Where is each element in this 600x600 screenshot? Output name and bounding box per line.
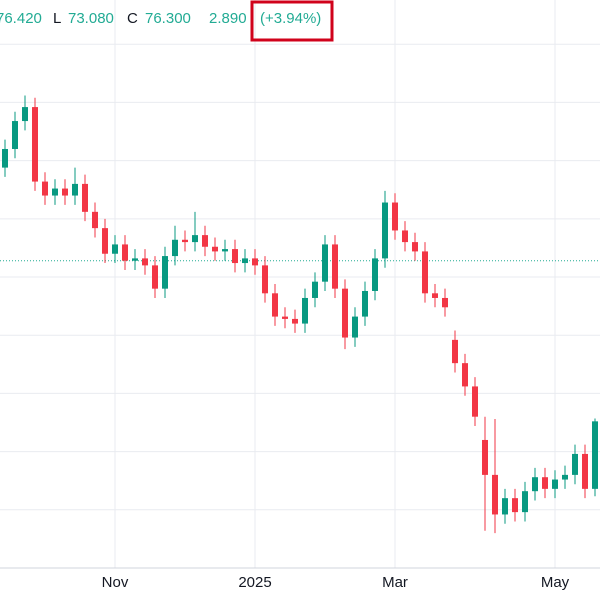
candle-body	[522, 491, 528, 513]
candle-body	[292, 318, 298, 324]
candle-body	[252, 258, 258, 266]
candle-body	[432, 293, 438, 298]
candle-body	[82, 183, 88, 212]
highlight-box	[250, 0, 334, 42]
candle-body	[62, 188, 68, 196]
candle-body	[122, 244, 128, 261]
candle-body	[22, 107, 28, 122]
candle-body	[102, 228, 108, 254]
candle-body	[562, 474, 568, 480]
candle-body	[72, 183, 78, 196]
candle-body	[312, 281, 318, 298]
candle-body	[392, 202, 398, 231]
candle-body	[92, 211, 98, 229]
x-tick-label: 2025	[238, 574, 271, 591]
candle-body	[32, 107, 38, 182]
candle-body	[592, 421, 598, 489]
x-tick-label: May	[541, 574, 570, 591]
header: 76.420 L 73.080 C 76.300 2.890 (+3.94%)	[0, 0, 334, 42]
candle-body	[112, 244, 118, 254]
candle-body	[302, 297, 308, 324]
low-label: L	[53, 10, 61, 27]
candle-body	[422, 251, 428, 294]
candle-body	[502, 498, 508, 515]
candle-body	[482, 439, 488, 475]
change-value: 2.890	[209, 10, 247, 27]
candle-body	[282, 316, 288, 319]
candle-body	[332, 244, 338, 289]
candle-body	[242, 258, 248, 264]
candle-body	[132, 258, 138, 261]
candle-body	[402, 230, 408, 243]
candle-body	[412, 242, 418, 252]
candle-body	[212, 246, 218, 252]
candle-body	[322, 244, 328, 282]
high-value: 76.420	[0, 10, 42, 27]
candle-body	[492, 474, 498, 515]
candle-body	[352, 316, 358, 338]
candle-body	[512, 498, 518, 513]
candle-body	[222, 249, 228, 252]
candle-body	[362, 290, 368, 317]
candle-body	[442, 297, 448, 308]
candle-body	[472, 386, 478, 417]
candle-body	[192, 235, 198, 243]
candle-body	[202, 235, 208, 247]
candle-body	[152, 265, 158, 289]
low-value: 73.080	[68, 10, 114, 27]
candle-body	[532, 477, 538, 492]
candle-body	[552, 479, 558, 489]
x-tick-label: Mar	[382, 574, 408, 591]
close-label: C	[127, 10, 138, 27]
close-value: 76.300	[145, 10, 191, 27]
candle-body	[342, 288, 348, 338]
candle-body	[142, 258, 148, 266]
candle-body	[372, 258, 378, 291]
change-percent: (+3.94%)	[260, 10, 321, 27]
x-tick-label: Nov	[102, 574, 129, 591]
candle-body	[162, 256, 168, 289]
candle-body	[572, 453, 578, 475]
candle-body	[262, 265, 268, 294]
candle-body	[12, 121, 18, 149]
candle-body	[52, 188, 58, 196]
candle-body	[182, 239, 188, 243]
candle-body	[232, 249, 238, 264]
candle-body	[172, 239, 178, 257]
candle-body	[452, 339, 458, 364]
candle-body	[462, 363, 468, 387]
candle-body	[2, 148, 8, 168]
candle-body	[382, 202, 388, 259]
candle-body	[582, 453, 588, 489]
candle-body	[42, 181, 48, 196]
candle-body	[542, 477, 548, 489]
candle-body	[272, 293, 278, 317]
